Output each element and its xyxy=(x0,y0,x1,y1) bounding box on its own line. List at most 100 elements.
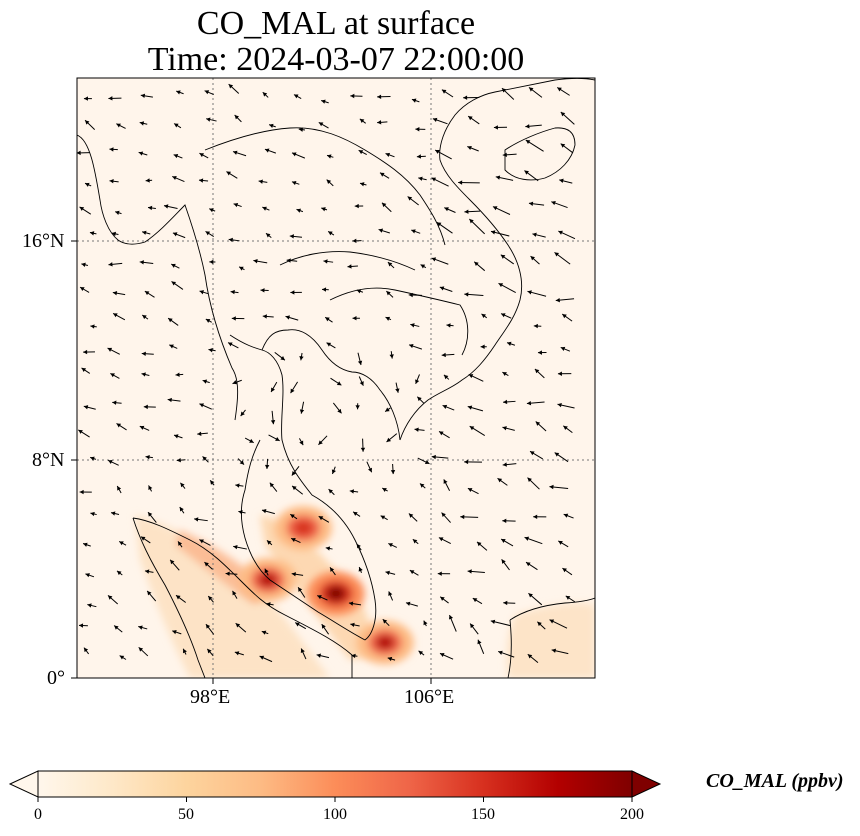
wind-arrow-head xyxy=(432,117,438,123)
wind-arrow-head xyxy=(249,438,254,443)
wind-arrow-head xyxy=(382,619,388,624)
colorbar-tick-label: 50 xyxy=(178,806,194,823)
wind-arrow-head xyxy=(528,593,533,598)
wind-arrow-head xyxy=(495,175,501,180)
wind-arrow-head xyxy=(443,479,448,484)
wind-arrow-head xyxy=(501,88,507,93)
wind-arrow-head xyxy=(89,231,95,236)
wind-arrow-head xyxy=(145,178,150,183)
lat-tick-label: 16°N xyxy=(22,230,65,252)
wind-arrow-head xyxy=(197,431,202,436)
wind-arrow-head xyxy=(300,648,305,654)
wind-arrow-head xyxy=(359,381,364,386)
wind-arrow-head xyxy=(326,342,332,347)
wind-arrow-head xyxy=(562,314,567,319)
wind-arrow-head xyxy=(139,425,145,430)
wind-arrow-head xyxy=(411,98,417,103)
wind-arrow-head xyxy=(318,516,324,521)
wind-arrow-head xyxy=(264,568,269,574)
wind-arrow-head xyxy=(107,595,113,600)
wind-arrow-head xyxy=(530,256,535,261)
wind-arrow-head xyxy=(533,514,538,520)
wind-arrow-head xyxy=(228,237,233,243)
wind-arrow-head xyxy=(141,351,146,356)
colorbar-tick-label: 150 xyxy=(471,806,495,823)
wind-arrow-head xyxy=(464,292,469,297)
wind-arrow-head xyxy=(386,437,392,442)
wind-arrow-head xyxy=(337,408,342,414)
wind-arrow-head xyxy=(204,90,210,95)
wind-arrow-head xyxy=(168,318,173,323)
wind-arrow-head xyxy=(138,151,144,156)
wind-arrow-head xyxy=(171,281,177,286)
wind-arrow-head xyxy=(330,567,335,572)
wind-arrow-head xyxy=(524,170,529,175)
wind-vectors xyxy=(77,83,576,664)
wind-arrow-head xyxy=(140,93,146,98)
wind-arrow-head xyxy=(205,231,211,236)
wind-arrow-head xyxy=(316,653,322,658)
wind-arrow-head xyxy=(321,207,326,212)
wind-arrow-head xyxy=(295,622,300,627)
wind-arrow-head xyxy=(331,469,336,474)
wind-arrow-head xyxy=(500,254,506,259)
wind-arrow-head xyxy=(558,230,563,235)
wind-arrow-head xyxy=(503,399,508,405)
wind-arrow-head xyxy=(563,513,569,518)
wind-arrow-head xyxy=(385,407,390,412)
wind-arrow-head xyxy=(117,486,122,491)
wind-arrow-head xyxy=(323,259,328,264)
wind-arrow-head xyxy=(182,648,187,654)
wind-arrow-head xyxy=(464,459,469,465)
wind-arrow-head xyxy=(198,178,204,183)
wind-arrow-head xyxy=(114,625,119,630)
wind-arrow-head xyxy=(290,388,295,394)
wind-arrow-head xyxy=(501,559,506,564)
wind-arrow-head xyxy=(87,603,92,608)
wind-arrow-head xyxy=(178,541,183,546)
wind-arrow-head xyxy=(379,172,385,177)
wind-arrow-head xyxy=(356,543,361,549)
wind-arrow-head xyxy=(327,154,332,159)
wind-arrow-head xyxy=(81,262,86,267)
wind-arrow-head xyxy=(260,288,265,293)
wind-arrow-head xyxy=(112,400,117,405)
wind-arrow-head xyxy=(258,179,263,184)
wind-arrow-head xyxy=(480,344,485,349)
wind-arrow-head xyxy=(416,154,421,159)
wind-arrow-head xyxy=(194,517,199,522)
wind-arrow-head xyxy=(317,595,322,600)
wind-arrow-head xyxy=(348,601,354,606)
lon-tick-label: 106°E xyxy=(404,686,455,708)
wind-arrow-head xyxy=(418,650,424,656)
wind-arrow-head xyxy=(347,264,352,269)
wind-arrow-head xyxy=(350,93,355,99)
wind-arrow-head xyxy=(175,372,180,377)
wind-arrow-head xyxy=(112,291,118,296)
wind-arrow-head xyxy=(444,207,449,212)
wind-arrow-head xyxy=(439,286,445,291)
wind-arrow-head xyxy=(468,374,474,379)
wind-arrow-head xyxy=(377,94,382,99)
wind-arrow-head xyxy=(205,319,211,323)
wind-arrow-head xyxy=(525,124,530,129)
wind-arrow-head xyxy=(116,123,121,128)
wind-arrow-head xyxy=(141,372,146,377)
wind-arrow-head xyxy=(79,206,85,211)
wind-arrow-head xyxy=(174,123,179,128)
wind-arrow-head xyxy=(534,368,540,374)
wind-arrow-head xyxy=(264,464,270,469)
wind-arrow-head xyxy=(385,316,391,321)
wind-arrow-head xyxy=(360,447,366,452)
wind-arrow-head xyxy=(385,152,391,157)
wind-arrow-head xyxy=(207,648,212,654)
axis-ticks xyxy=(71,240,432,684)
wind-arrow-head xyxy=(266,602,271,607)
wind-arrow-head xyxy=(322,287,327,292)
wind-arrow-head xyxy=(336,381,342,386)
wind-arrow-head xyxy=(265,233,271,238)
wind-arrow-head xyxy=(298,127,304,132)
wind-arrow-head xyxy=(209,259,214,265)
wind-arrow-head xyxy=(526,401,532,406)
wind-arrow-head xyxy=(269,123,274,129)
